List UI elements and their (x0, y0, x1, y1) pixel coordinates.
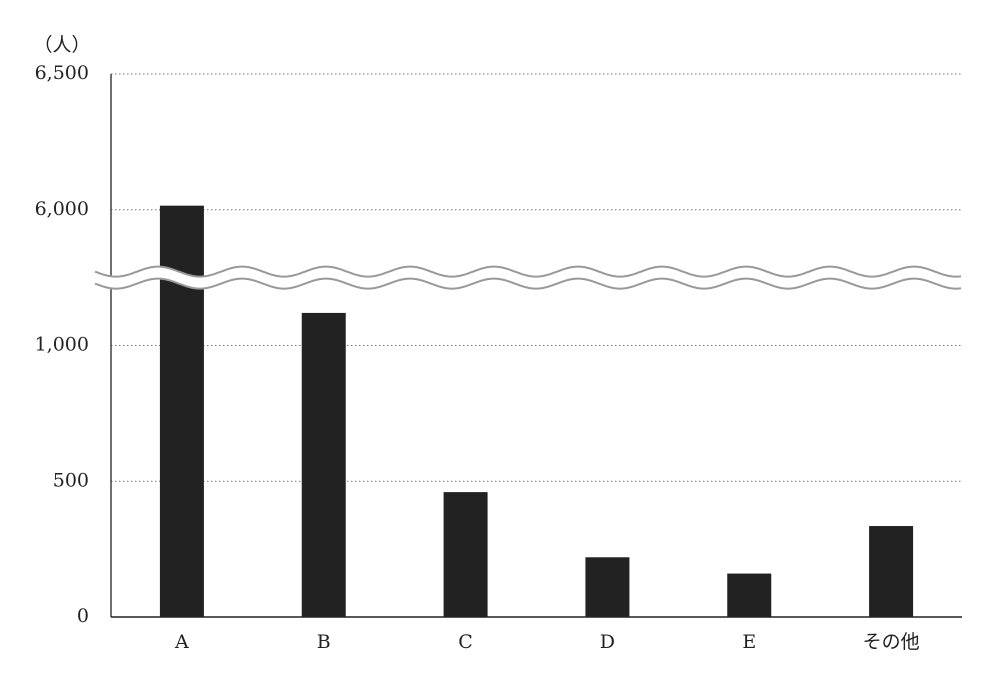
y-tick-label: 6,000 (35, 198, 89, 220)
x-tick-label: E (742, 631, 756, 653)
bar (727, 573, 772, 617)
y-tick-label: 6,500 (35, 62, 89, 84)
bar (869, 526, 914, 617)
bar (301, 312, 346, 617)
axis-break-line (94, 265, 962, 278)
x-tick-label: D (600, 631, 615, 653)
x-tick-label: C (458, 631, 473, 653)
y-axis-unit: （人） (33, 34, 90, 56)
x-tick-label: A (174, 631, 189, 653)
axis-break-line (94, 277, 962, 290)
y-tick-label: 500 (53, 469, 89, 491)
x-tick-label: B (317, 631, 331, 653)
y-tick-label: 0 (77, 605, 89, 627)
y-tick-label: 1,000 (35, 334, 89, 356)
bar (585, 557, 630, 617)
axis-break-fill (95, 266, 962, 289)
bar (443, 492, 488, 617)
x-tick-label: その他 (863, 631, 920, 653)
